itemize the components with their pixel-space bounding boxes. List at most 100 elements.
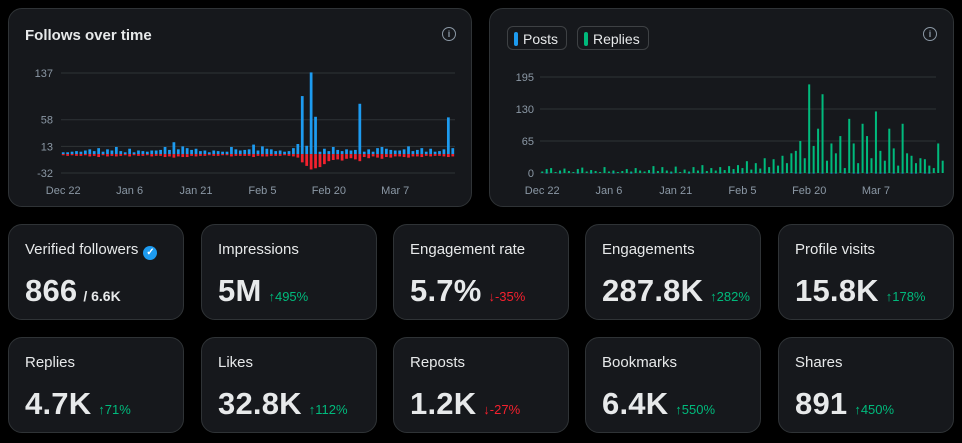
stat-card-engagements[interactable]: Engagements 287.8K ↑282% xyxy=(585,224,761,320)
legend-replies[interactable]: Replies xyxy=(577,26,649,50)
bar-follows xyxy=(393,150,397,155)
bar-unfollows xyxy=(318,154,322,168)
bar-replies xyxy=(550,168,553,173)
bar-unfollows xyxy=(380,154,384,159)
bar-replies xyxy=(656,171,659,173)
bar-unfollows xyxy=(83,154,87,156)
arrow-down-icon: ↓ xyxy=(483,402,490,417)
bar-replies xyxy=(643,171,646,173)
bar-follows xyxy=(243,149,247,155)
bar-replies xyxy=(754,163,757,173)
stat-delta: ↑71% xyxy=(98,402,131,417)
stat-card-reposts[interactable]: Reposts 1.2K ↓-27% xyxy=(393,337,569,433)
bar-follows xyxy=(261,146,264,155)
bar-replies xyxy=(866,136,869,173)
bar-replies xyxy=(603,167,606,173)
bar-replies xyxy=(839,136,842,173)
bar-follows xyxy=(88,149,92,155)
bar-unfollows xyxy=(163,154,167,158)
bar-replies xyxy=(857,163,860,173)
bar-unfollows xyxy=(181,154,185,158)
bar-unfollows xyxy=(203,154,207,156)
legend-replies-label: Replies xyxy=(593,31,640,47)
bar-replies xyxy=(594,171,597,173)
info-icon[interactable]: i xyxy=(442,27,456,41)
stat-card-shares[interactable]: Shares 891 ↑450% xyxy=(778,337,954,433)
stat-card-bookmarks[interactable]: Bookmarks 6.4K ↑550% xyxy=(585,337,761,433)
stat-card-replies[interactable]: Replies 4.7K ↑71% xyxy=(8,337,184,433)
bar-replies xyxy=(843,168,846,173)
bar-replies xyxy=(803,158,806,173)
bar-follows xyxy=(446,117,450,155)
bar-replies xyxy=(674,166,677,173)
bar-unfollows xyxy=(424,154,428,156)
stat-delta: ↑112% xyxy=(309,402,348,417)
stat-delta-value: 550% xyxy=(681,402,716,417)
bar-follows xyxy=(327,151,331,155)
stat-card-engagement-rate[interactable]: Engagement rate 5.7% ↓-35% xyxy=(393,224,569,320)
bar-replies xyxy=(910,155,913,173)
chart-title: Follows over time xyxy=(25,27,152,44)
bar-follows xyxy=(318,151,322,155)
bar-replies xyxy=(621,171,624,173)
bar-replies xyxy=(741,168,744,173)
x-tick-label: Dec 22 xyxy=(525,185,560,197)
bar-follows xyxy=(362,151,366,155)
bar-unfollows xyxy=(376,154,379,158)
bar-follows xyxy=(349,150,353,155)
bar-follows xyxy=(309,72,313,155)
bar-unfollows xyxy=(269,154,273,156)
bar-unfollows xyxy=(88,154,92,157)
stat-value-row: 32.8K ↑112% xyxy=(218,386,348,422)
bar-replies xyxy=(599,172,602,174)
bar-unfollows xyxy=(106,154,109,157)
bar-unfollows xyxy=(123,154,127,156)
stat-card-profile-visits[interactable]: Profile visits 15.8K ↑178% xyxy=(778,224,954,320)
bar-replies xyxy=(590,170,593,173)
bar-follows xyxy=(185,148,189,155)
stat-label: Reposts xyxy=(410,354,466,371)
stat-label: Impressions xyxy=(218,241,299,258)
x-tick-label: Jan 6 xyxy=(116,185,143,197)
info-icon[interactable]: i xyxy=(923,27,937,41)
posts-replies-chart: 195 130 65 0 Dec 22 Jan 6 Jan 21 Feb 5 Feb 20 Mar… xyxy=(516,72,944,197)
y-tick-label: 65 xyxy=(522,136,534,148)
bar-follows xyxy=(331,146,335,155)
stat-value: 6.4K xyxy=(602,386,669,421)
legend-posts[interactable]: Posts xyxy=(507,26,568,50)
bar-follows xyxy=(212,150,216,155)
bar-replies xyxy=(576,169,579,173)
bar-posts xyxy=(914,172,917,174)
bar-unfollows xyxy=(429,154,433,157)
bar-posts xyxy=(630,172,633,174)
bar-unfollows xyxy=(101,154,105,156)
stat-delta: ↓-35% xyxy=(488,289,525,304)
bar-posts xyxy=(781,172,784,174)
bar-follows xyxy=(433,151,437,155)
x-tick-label: Jan 6 xyxy=(596,185,623,197)
bar-follows xyxy=(323,148,326,155)
stat-delta-value: -27% xyxy=(489,402,521,417)
bar-unfollows xyxy=(309,154,313,170)
bar-unfollows xyxy=(274,154,278,156)
bar-follows xyxy=(367,149,371,155)
bar-posts xyxy=(794,172,797,174)
bar-replies xyxy=(696,170,699,173)
stat-card-verified-followers[interactable]: Verified followers ✓ 866 / 6.6K xyxy=(8,224,184,320)
bar-follows xyxy=(190,149,193,155)
stat-card-impressions[interactable]: Impressions 5M ↑495% xyxy=(201,224,377,320)
bar-follows xyxy=(75,151,78,155)
bar-unfollows xyxy=(150,154,154,157)
stat-card-likes[interactable]: Likes 32.8K ↑112% xyxy=(201,337,377,433)
x-tick-label: Dec 22 xyxy=(46,185,81,197)
bar-follows xyxy=(70,151,74,155)
bar-unfollows xyxy=(451,154,455,157)
bar-unfollows xyxy=(221,154,224,156)
stat-label: Profile visits xyxy=(795,241,876,258)
bar-unfollows xyxy=(66,154,70,156)
stat-delta-value: 178% xyxy=(892,289,926,304)
bar-replies xyxy=(870,158,873,173)
bar-follows xyxy=(358,103,362,155)
bar-replies xyxy=(763,158,766,173)
bar-unfollows xyxy=(354,154,357,160)
